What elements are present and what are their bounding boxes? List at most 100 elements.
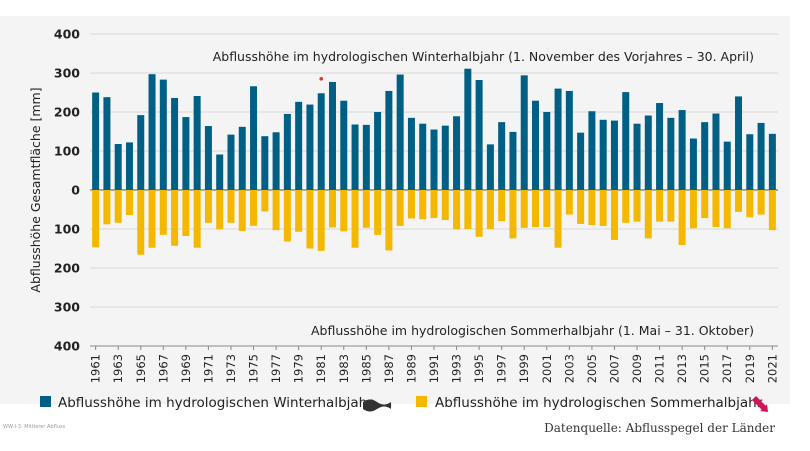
winter-bar-1989 (407, 117, 415, 190)
grid-lines (90, 33, 778, 347)
winter-bar-2017 (723, 141, 731, 190)
x-tick-label: 1997 (495, 354, 509, 383)
y-tick-label: 400 (54, 339, 80, 354)
summer-bar-2004 (577, 190, 585, 224)
winter-bar-2019 (746, 134, 754, 190)
x-tick-label: 2015 (698, 354, 712, 383)
summer-bar-2018 (735, 190, 743, 212)
winter-bar-1988 (396, 74, 404, 190)
summer-bar-1971 (204, 190, 212, 223)
x-tick-label: 1989 (404, 354, 418, 383)
summer-bar-1984 (351, 190, 359, 248)
x-tick-label: 2009 (630, 354, 644, 383)
legend-swatch-summer (416, 396, 427, 407)
x-tick-label: 1981 (314, 354, 328, 383)
bars (92, 68, 776, 255)
summer-bar-1990 (419, 190, 427, 220)
summer-bar-2002 (554, 190, 562, 248)
x-tick-label: 1963 (111, 354, 125, 383)
x-tick-label: 2007 (607, 354, 621, 383)
winter-bar-1972 (216, 154, 224, 190)
winter-bar-1971 (204, 126, 212, 190)
summer-bar-2014 (689, 190, 697, 229)
summer-bar-1998 (509, 190, 517, 239)
summer-bar-2017 (723, 190, 731, 229)
winter-bar-1978 (283, 113, 291, 190)
summer-bar-1993 (453, 190, 461, 230)
x-tick-label: 1983 (337, 354, 351, 383)
summer-bar-2019 (746, 190, 754, 218)
winter-bar-1962 (103, 97, 111, 190)
winter-bar-1963 (114, 143, 122, 190)
x-tick-label: 2013 (675, 354, 689, 383)
winter-bar-1991 (430, 129, 438, 190)
y-tick-label: 200 (54, 261, 80, 276)
winter-bar-2020 (757, 122, 765, 190)
summer-bar-1975 (250, 190, 258, 226)
winter-bar-1969 (182, 117, 190, 190)
summer-bar-1985 (362, 190, 370, 228)
x-tick-label: 1999 (517, 354, 531, 383)
winter-bar-1997 (498, 122, 506, 190)
winter-bar-1987 (385, 90, 393, 190)
summer-bar-2009 (633, 190, 641, 222)
winter-bar-1976 (261, 136, 269, 190)
x-tick-label: 1991 (427, 354, 441, 383)
x-tick-label: 2005 (585, 354, 599, 383)
winter-bar-1967 (159, 79, 167, 190)
winter-bar-1974 (238, 126, 246, 190)
y-tick-label: 300 (54, 300, 80, 315)
summer-bar-2008 (622, 190, 630, 223)
y-axis-ticks: 400 300 200 100 0 100 200 300 400 (54, 27, 80, 354)
legend-swatch-winter (40, 396, 51, 407)
winter-bar-1994 (464, 68, 472, 190)
winter-bar-2007 (610, 120, 618, 190)
summer-bar-1967 (159, 190, 167, 235)
winter-bar-1998 (509, 131, 517, 190)
winter-bar-1964 (125, 142, 133, 190)
y-tick-label: 400 (54, 27, 80, 42)
summer-bar-2011 (656, 190, 664, 222)
x-tick-label: 1971 (201, 354, 215, 383)
summer-bar-1983 (340, 190, 348, 232)
winter-bar-1990 (419, 123, 427, 190)
summer-bar-2021 (768, 190, 776, 231)
summer-bar-1996 (486, 190, 494, 229)
x-tick-label: 1993 (450, 354, 464, 383)
trend-flat-icon (363, 399, 391, 412)
summer-bar-1961 (92, 190, 100, 248)
summer-bar-1969 (182, 190, 190, 237)
winter-bar-1970 (193, 96, 201, 190)
marker-dot (319, 77, 324, 81)
y-tick-label: 100 (54, 144, 80, 159)
summer-bar-1994 (464, 190, 472, 229)
winter-bar-2001 (543, 112, 551, 190)
winter-bar-2003 (565, 90, 573, 190)
x-tick-label: 2019 (743, 354, 757, 383)
summer-bar-1977 (272, 190, 280, 231)
top-band (0, 0, 810, 16)
winter-bar-2006 (599, 119, 607, 190)
winter-bar-2008 (622, 92, 630, 190)
summer-bar-1978 (283, 190, 291, 242)
summer-bar-2000 (532, 190, 540, 228)
summer-bar-1963 (114, 190, 122, 223)
summer-bar-1965 (137, 190, 145, 255)
winter-bar-1968 (171, 97, 179, 190)
summer-bar-2016 (712, 190, 720, 228)
winter-bar-2021 (768, 133, 776, 190)
winter-bar-2002 (554, 88, 562, 190)
summer-bar-1968 (171, 190, 179, 246)
x-tick-label: 2001 (540, 354, 554, 383)
x-tick-label: 1975 (247, 354, 261, 383)
x-tick-label: 1987 (382, 354, 396, 383)
x-tick-label: 1967 (156, 354, 170, 383)
winter-bar-1996 (486, 144, 494, 190)
summer-bar-2015 (701, 190, 709, 219)
winter-bar-1993 (453, 116, 461, 190)
legend-label-winter: Abflusshöhe im hydrologischen Winterhalb… (58, 395, 373, 411)
summer-bar-1992 (441, 190, 449, 221)
summer-bar-2010 (644, 190, 652, 239)
